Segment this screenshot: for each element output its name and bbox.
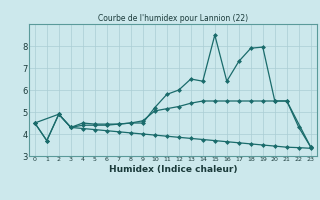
Title: Courbe de l'humidex pour Lannion (22): Courbe de l'humidex pour Lannion (22): [98, 14, 248, 23]
X-axis label: Humidex (Indice chaleur): Humidex (Indice chaleur): [108, 165, 237, 174]
